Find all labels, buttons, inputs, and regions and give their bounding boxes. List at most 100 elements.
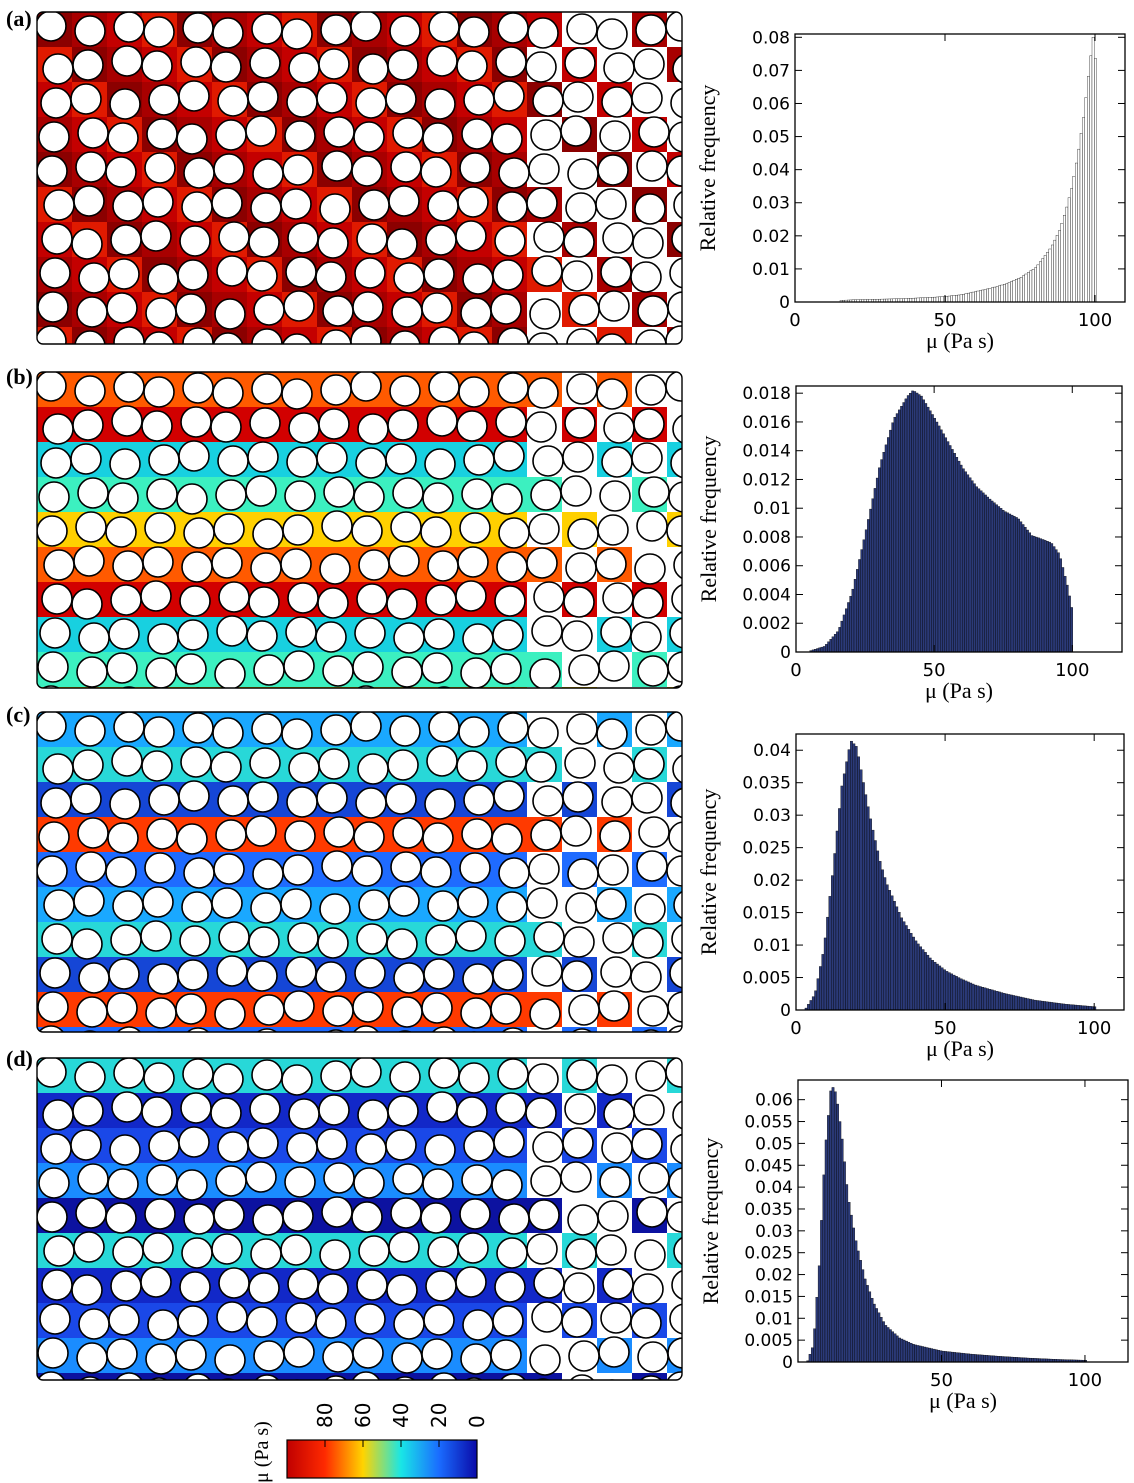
grain — [320, 374, 352, 406]
grain — [568, 1340, 600, 1372]
x-tick-label: 0 — [789, 310, 800, 331]
histogram-bar — [909, 932, 913, 1011]
grain — [38, 1167, 70, 1199]
grain — [250, 552, 282, 584]
histogram-bar — [947, 972, 951, 1011]
histogram-bar — [971, 291, 975, 303]
grain — [73, 545, 105, 577]
histogram-bar — [907, 1341, 911, 1363]
grain — [461, 1164, 493, 1196]
histogram-bar — [882, 452, 886, 653]
histogram-bar — [856, 1250, 860, 1363]
grain — [318, 1094, 350, 1126]
grain — [38, 481, 70, 513]
histogram-bar — [1031, 269, 1035, 303]
grain — [177, 619, 209, 651]
histogram-bar — [817, 1265, 821, 1363]
y-tick-label: 0.05 — [752, 128, 790, 148]
histogram-bar — [1032, 536, 1036, 653]
histogram-bar — [923, 1346, 927, 1363]
grain — [566, 713, 598, 745]
histogram-bar — [964, 293, 968, 303]
bars — [839, 37, 1097, 303]
grain — [245, 1161, 277, 1193]
grain — [355, 447, 387, 479]
grain — [113, 372, 145, 403]
grain — [37, 712, 67, 742]
histogram-bar — [854, 746, 858, 1011]
grain — [113, 1372, 145, 1380]
fluid-cell — [597, 327, 633, 344]
histogram-bar — [895, 906, 899, 1011]
grain — [316, 1128, 348, 1160]
grain — [386, 588, 418, 620]
histogram-bar — [985, 1355, 989, 1363]
grain — [667, 991, 682, 1023]
histogram-bar — [996, 1356, 1000, 1363]
grain — [455, 580, 487, 612]
grain — [251, 373, 283, 405]
grain — [597, 514, 629, 546]
grain — [245, 115, 277, 147]
histogram-bar — [1009, 994, 1013, 1011]
grain — [567, 1204, 599, 1236]
grain — [148, 1130, 180, 1162]
grain — [175, 293, 207, 325]
grain — [213, 1199, 245, 1231]
histogram-bar — [982, 492, 985, 653]
grain — [78, 962, 110, 994]
histogram-bar — [916, 943, 920, 1011]
grain — [323, 116, 355, 148]
grain — [427, 1236, 459, 1268]
grain — [350, 685, 382, 688]
grain — [141, 50, 173, 82]
grain — [280, 548, 312, 580]
panel-label-c: (c) — [6, 702, 30, 727]
grain — [634, 893, 666, 925]
histogram-bar — [866, 806, 870, 1011]
histogram-bar — [952, 295, 956, 303]
fluid-cell — [667, 1093, 682, 1129]
grain — [529, 1344, 561, 1376]
histogram-bar — [995, 504, 998, 653]
grain — [287, 1268, 319, 1300]
y-tick-label: 0.005 — [744, 1331, 793, 1351]
grain — [633, 748, 665, 780]
grain — [218, 581, 250, 613]
map-panel-a — [36, 11, 683, 345]
grain — [421, 292, 453, 324]
grain — [630, 261, 662, 293]
y-tick-label: 0.035 — [742, 774, 791, 794]
histogram-bar — [1000, 992, 1004, 1011]
grain — [455, 920, 487, 952]
grain — [179, 1271, 211, 1303]
histogram-bar — [898, 409, 901, 653]
histogram-bar — [1013, 1357, 1016, 1363]
grain — [425, 224, 457, 256]
grain — [388, 545, 420, 577]
histogram-bar — [856, 569, 859, 653]
grain — [280, 1234, 312, 1266]
grain — [460, 657, 492, 688]
grain — [391, 996, 423, 1028]
histogram-bar — [850, 1214, 853, 1363]
histogram-bar — [928, 957, 932, 1011]
histogram-bar — [897, 912, 901, 1011]
histogram-bar — [831, 1087, 835, 1363]
histogram-bar — [931, 960, 934, 1011]
grain — [40, 1133, 72, 1165]
histogram-bar — [981, 987, 985, 1011]
grain — [595, 188, 627, 220]
grain — [75, 851, 107, 883]
grain — [216, 615, 248, 647]
histogram-bar — [1040, 1000, 1044, 1011]
grain — [142, 1232, 174, 1264]
grain — [421, 1338, 453, 1370]
grain — [78, 262, 110, 294]
grain — [563, 226, 595, 258]
histogram-bar — [993, 286, 997, 303]
grain — [600, 956, 632, 988]
histogram-bar — [964, 1353, 968, 1363]
fluid-cell — [597, 1027, 633, 1032]
histogram-bar — [959, 464, 963, 653]
